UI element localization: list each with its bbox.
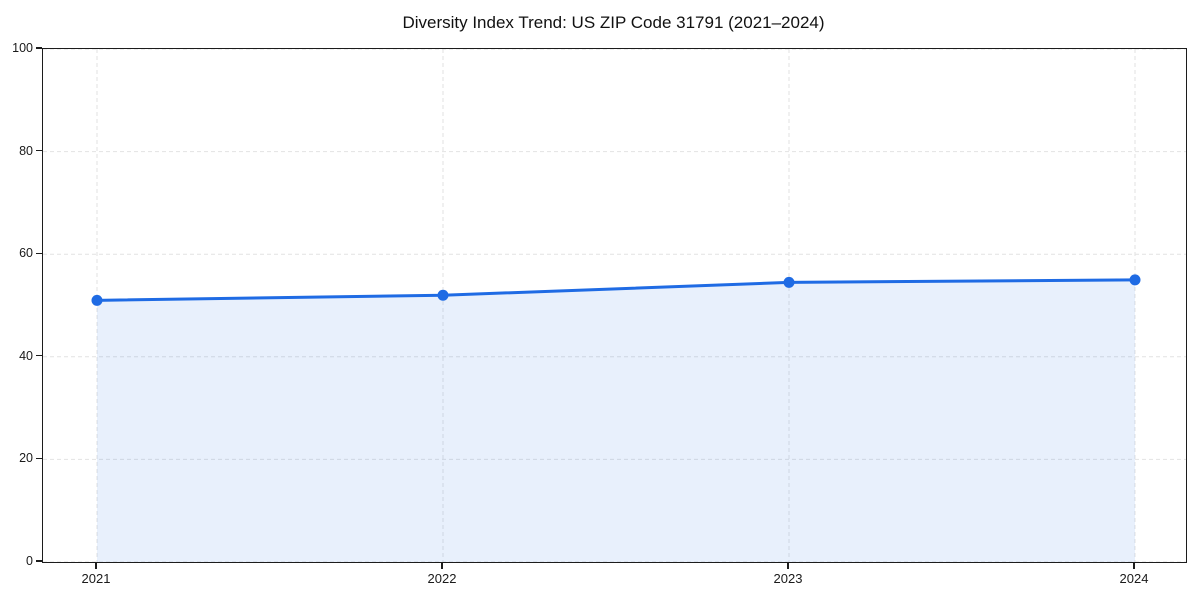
y-tick-mark [36,560,42,562]
y-tick-label: 40 [19,348,33,363]
data-point-marker [783,276,795,288]
data-point-marker [91,294,103,306]
y-tick-mark [36,252,42,254]
x-tick-label: 2021 [81,571,111,586]
x-tick-label: 2022 [427,571,457,586]
data-point-marker [1129,274,1141,286]
x-tick-label: 2024 [1119,571,1149,586]
chart-title: Diversity Index Trend: US ZIP Code 31791… [402,13,825,32]
x-tick-mark [95,562,97,569]
trend-line [95,278,1137,302]
plot-area [42,48,1187,563]
y-tick-mark [36,355,42,357]
x-tick-label: 2023 [773,571,803,586]
x-tick-mark [441,562,443,569]
x-tick-mark [787,562,789,569]
y-tick-label: 100 [12,41,33,55]
y-tick-label: 60 [19,246,33,261]
x-tick-mark [1133,562,1135,569]
area-fill [97,279,1135,562]
line-area-chart [43,49,1186,562]
y-tick-label: 80 [19,143,33,158]
y-tick-mark [36,47,42,49]
y-tick-mark [36,149,42,152]
data-point-marker [437,289,449,301]
y-tick-label: 20 [19,451,33,466]
y-tick-label: 0 [26,554,33,568]
y-tick-mark [36,457,42,460]
